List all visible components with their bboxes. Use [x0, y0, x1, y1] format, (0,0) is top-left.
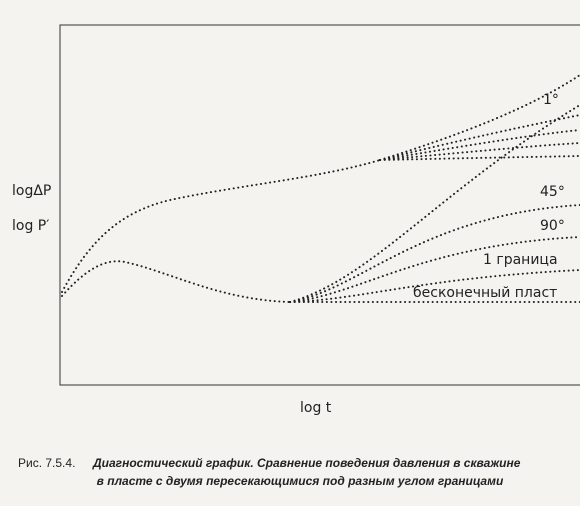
derivative-curve [289, 104, 580, 303]
derivative-curve [289, 236, 580, 303]
caption-number: Рис. 7.5.4. [18, 456, 75, 470]
pressure-curve [379, 129, 580, 161]
pressure-curve [61, 159, 381, 293]
pressure-curve [379, 142, 580, 161]
derivative-curve [289, 269, 580, 303]
pressure-curve [379, 155, 580, 161]
plot-frame [59, 24, 580, 386]
y-label: log P′ [12, 218, 49, 234]
curve-label: 90° [540, 218, 565, 234]
curve-label: 1° [543, 92, 559, 108]
caption-text: Диагностический график. Сравнение поведе… [92, 456, 521, 470]
curve-label: 1 граница [483, 252, 558, 268]
pressure-curve [379, 114, 580, 161]
derivative-curve [289, 204, 580, 303]
x-label: log t [300, 400, 332, 416]
curve-label: бесконечный пласт [413, 285, 557, 301]
derivative-curve [61, 260, 291, 303]
caption-text: в пласте с двумя пересекающимися под раз… [97, 474, 504, 488]
pressure-curve [379, 74, 580, 161]
y-label: logΔP [12, 183, 51, 199]
curve-label: 45° [540, 184, 565, 200]
